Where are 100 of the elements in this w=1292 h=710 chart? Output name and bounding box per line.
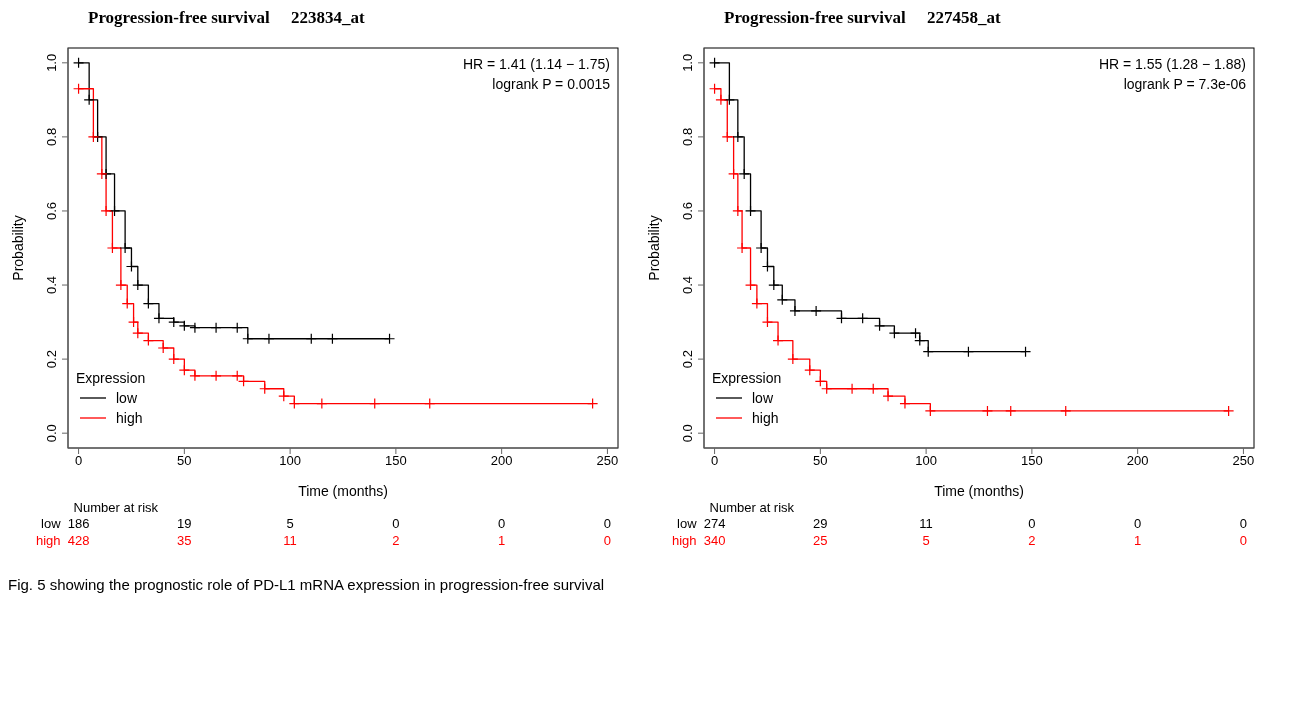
x-tick-label: 100 [279, 453, 301, 469]
point [108, 205, 121, 217]
x-tick-label: 250 [1232, 453, 1255, 469]
point [83, 94, 95, 106]
point [127, 316, 140, 328]
point [857, 312, 869, 324]
y-tick-label: 0.8 [44, 127, 59, 146]
legend-label: low [752, 389, 774, 408]
point [761, 316, 774, 328]
x-tick-label: 100 [915, 453, 937, 469]
annotation: logrank P = 7.3e-06 [1122, 75, 1246, 94]
point [72, 83, 85, 95]
point [259, 383, 271, 395]
text: high 340 25 5 2 1 0 [672, 533, 1248, 548]
legend-label: high [752, 409, 779, 428]
annotation: logrank P = 0.0015 [491, 75, 610, 94]
x-tick-label: 200 [1126, 453, 1149, 469]
point [72, 57, 85, 69]
point [178, 364, 190, 376]
point [867, 383, 879, 395]
y-tick-label: 0.4 [680, 276, 695, 295]
point [744, 205, 757, 217]
point [708, 83, 721, 95]
point [1223, 405, 1235, 417]
point [142, 334, 154, 347]
x-tick-label: 0 [74, 453, 83, 469]
point [787, 353, 799, 365]
y-tick-label: 0.2 [44, 350, 59, 369]
point [153, 312, 165, 324]
point [981, 405, 994, 417]
legend-title: Expression [76, 369, 147, 388]
point [100, 205, 112, 217]
point [708, 57, 721, 69]
point [810, 305, 822, 317]
point [721, 131, 733, 143]
point [383, 333, 396, 345]
point [922, 346, 934, 358]
x-tick-label: 50 [813, 453, 828, 469]
point [772, 334, 784, 347]
point [96, 168, 108, 180]
y-tick-label: 0.2 [680, 350, 695, 369]
point [121, 297, 133, 310]
x-tick-label: 50 [177, 453, 192, 469]
point [87, 131, 99, 143]
point [873, 320, 886, 332]
point [736, 242, 748, 254]
annotation: HR = 1.41 (1.14 − 1.75) [461, 55, 610, 74]
point [132, 327, 144, 339]
chart-title: Progression-free survival 223834_at [88, 8, 366, 29]
point [587, 397, 599, 410]
y-tick-label: 0.0 [680, 424, 695, 443]
point [723, 94, 735, 106]
x-tick-label: 150 [385, 453, 407, 469]
y-axis-title: Probability [9, 215, 26, 281]
text: Number at risk [73, 500, 159, 515]
y-tick-label: 0.4 [44, 276, 59, 295]
point [189, 322, 201, 334]
x-tick-label: 150 [1021, 453, 1043, 469]
point [1005, 405, 1017, 417]
point [132, 279, 144, 291]
point [242, 333, 254, 345]
point [882, 390, 894, 402]
point [962, 346, 975, 358]
legend-title: Expression [712, 369, 783, 388]
y-axis-title: Probability [645, 215, 662, 281]
point [835, 312, 848, 324]
x-tick-label: 0 [710, 453, 719, 469]
point [142, 297, 154, 310]
point [768, 279, 780, 291]
point [210, 322, 222, 334]
point [732, 131, 744, 143]
point [231, 322, 243, 334]
point [157, 342, 169, 354]
y-tick-label: 0.6 [44, 201, 59, 220]
point [305, 333, 317, 345]
legend-label: high [116, 409, 143, 428]
point [924, 405, 936, 417]
text: high 428 35 11 2 1 0 [36, 533, 612, 548]
y-tick-label: 1.0 [680, 53, 695, 72]
point [715, 94, 727, 106]
point [789, 305, 801, 317]
point [278, 390, 290, 402]
point [751, 297, 763, 310]
legend-label: low [116, 389, 138, 408]
point [326, 333, 339, 345]
point [755, 242, 767, 254]
caption: Fig. 5 showing the prognostic role of PD-L1 mRNA expression in progression-free survival [8, 576, 606, 593]
point [899, 397, 911, 410]
point [189, 370, 201, 382]
y-tick-label: 0.6 [680, 201, 695, 220]
point [1060, 405, 1072, 417]
point [119, 242, 131, 254]
point [210, 370, 222, 382]
point [846, 383, 858, 395]
point [1019, 346, 1032, 358]
x-axis-title: Time (months) [298, 483, 388, 499]
y-tick-label: 1.0 [44, 53, 59, 72]
point [424, 397, 436, 410]
annotation: HR = 1.55 (1.28 − 1.88) [1097, 55, 1246, 74]
chart-title: Progression-free survival 227458_at [724, 8, 1002, 29]
